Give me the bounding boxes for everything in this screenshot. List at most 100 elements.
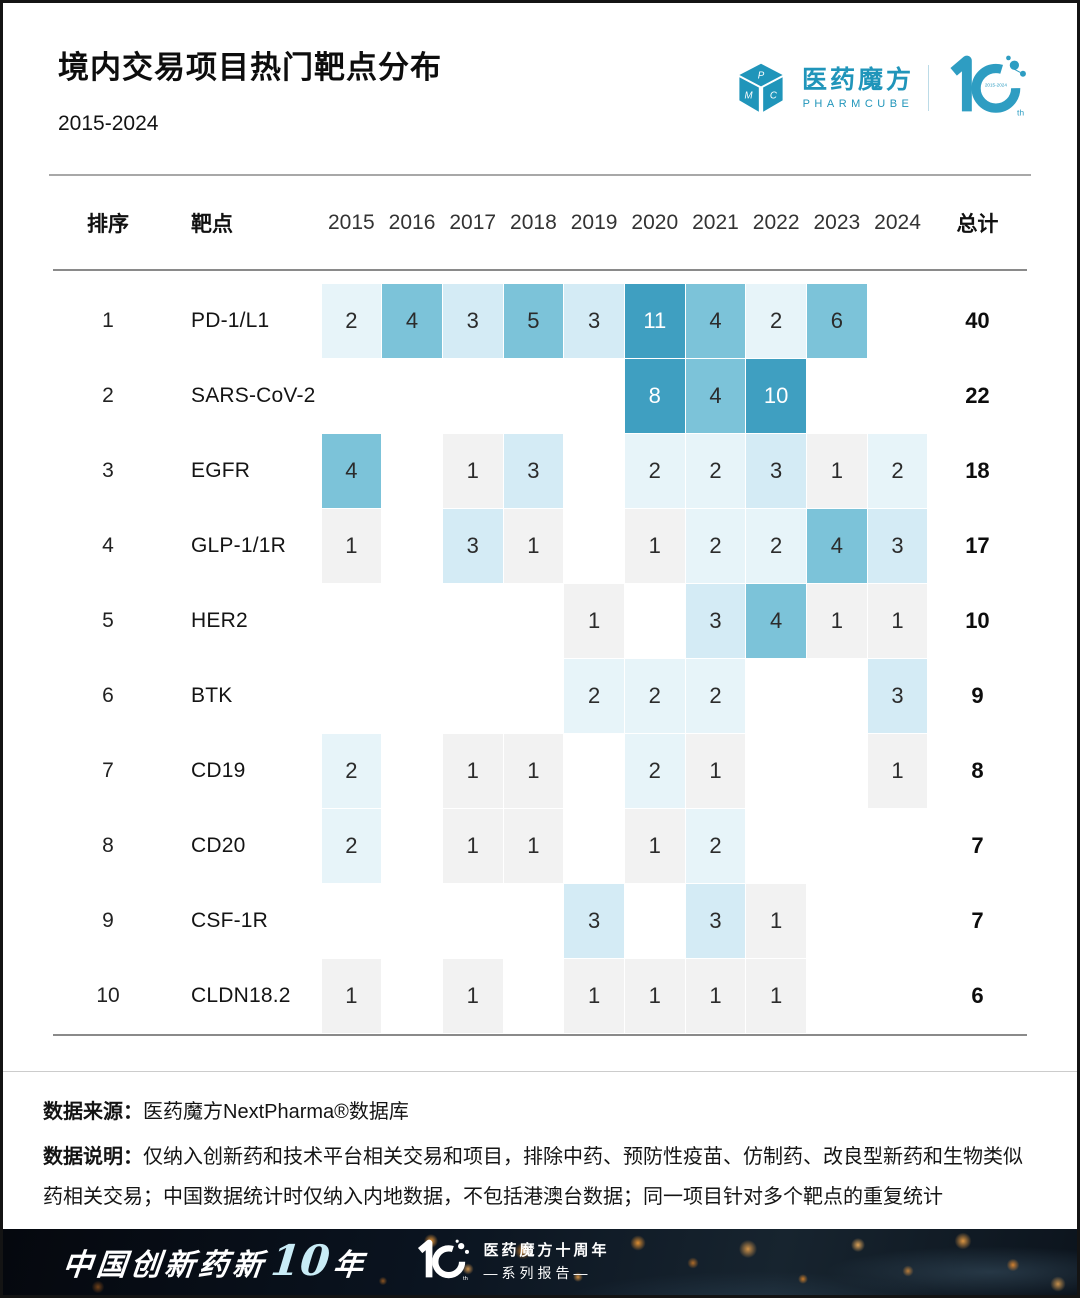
heat-cell: 3	[442, 508, 503, 583]
table-row: 2 SARS-CoV-2 8 4 10 22	[53, 358, 1027, 433]
target-cell: SARS-CoV-2	[191, 383, 316, 407]
heat-cell-empty	[382, 883, 443, 958]
target-cell: EGFR	[191, 458, 251, 482]
brand-name-en: PHARMCUBE	[802, 98, 914, 110]
title-block: 境内交易项目热门靶点分布 2015-2024	[58, 48, 442, 138]
heat-cell-empty	[321, 883, 382, 958]
heat-cell-empty	[746, 808, 807, 883]
column-header-year: 2019	[570, 210, 618, 234]
heat-cell: 1	[442, 808, 503, 883]
column-header-year: 2023	[813, 210, 861, 234]
rank-cell: 9	[102, 908, 114, 932]
heat-cell: 1	[624, 808, 685, 883]
heat-cell-empty	[564, 733, 625, 808]
rank-cell: 3	[102, 458, 114, 482]
rank-cell: 5	[102, 608, 114, 632]
heat-cell: 2	[624, 433, 685, 508]
column-header-year: 2015	[327, 210, 375, 234]
heat-cell: 10	[746, 358, 807, 433]
target-cell: CD20	[191, 833, 246, 857]
heat-cell-empty	[564, 508, 625, 583]
rank-cell: 2	[102, 383, 114, 407]
heat-cell-empty	[564, 358, 625, 433]
heat-cell: 1	[503, 733, 564, 808]
heat-cell: 2	[685, 808, 746, 883]
target-cell: CD19	[191, 758, 246, 782]
data-note-text: 仅纳入创新药和技术平台相关交易和项目，排除中药、预防性疫苗、仿制药、改良型新药和…	[43, 1146, 1023, 1208]
table-row: 3 EGFR 4 1 3 2 2 3 1 2 18	[53, 433, 1027, 508]
heat-cell: 1	[685, 733, 746, 808]
heat-cell-empty	[442, 358, 503, 433]
rank-cell: 8	[102, 833, 114, 857]
brand-text: 医药魔方 PHARMCUBE	[802, 65, 914, 110]
heat-cell: 1	[564, 958, 625, 1033]
heat-cell: 2	[867, 433, 928, 508]
table-header-row: 排序 靶点 2015 2016 2017 2018 2019 2020 2021 2022 20…	[53, 176, 1027, 271]
heat-cell: 2	[685, 508, 746, 583]
heat-cell-empty	[503, 883, 564, 958]
heat-cell-empty	[382, 508, 443, 583]
data-note-label: 数据说明：	[43, 1146, 143, 1168]
column-header-total: 总计	[956, 212, 999, 236]
heat-cell: 2	[564, 658, 625, 733]
slogan-number: 10	[268, 1236, 333, 1285]
data-source-text: 医药魔方NextPharma®数据库	[143, 1101, 409, 1123]
heat-cell-empty	[867, 958, 928, 1033]
heat-cell-empty	[321, 583, 382, 658]
heat-cell-empty	[807, 958, 868, 1033]
rank-cell: 10	[96, 983, 120, 1007]
total-cell: 17	[965, 532, 990, 558]
column-header-year: 2018	[510, 210, 557, 234]
heat-cell-empty	[382, 733, 443, 808]
heat-cell: 2	[624, 658, 685, 733]
banner-slogan: 中国创新药新 10 年	[60, 1236, 370, 1285]
table-row: 9 CSF-1R 3 3 1 7	[53, 883, 1027, 958]
heat-cell: 1	[867, 583, 928, 658]
heat-cell-empty	[807, 808, 868, 883]
anniversary-banner: 中国创新药新 10 年 th 医药魔方十周年 —系列报告—	[3, 1229, 1077, 1295]
heat-cell: 1	[503, 508, 564, 583]
heat-cell: 1	[685, 958, 746, 1033]
heat-cell-empty	[503, 958, 564, 1033]
heat-cell-empty	[382, 658, 443, 733]
heat-cell-empty	[746, 733, 807, 808]
rank-cell: 1	[102, 308, 114, 332]
cube-icon: P M C	[734, 61, 788, 115]
heat-cell-empty	[867, 358, 928, 433]
heat-cell: 1	[442, 433, 503, 508]
table-row: 5 HER2 1 3 4 1 1 10	[53, 583, 1027, 658]
total-cell: 9	[971, 682, 984, 708]
heat-cell: 4	[321, 433, 382, 508]
total-cell: 10	[965, 607, 990, 633]
heat-cell-empty	[746, 658, 807, 733]
heat-cell-empty	[807, 358, 868, 433]
slogan-prefix: 中国创新药新	[60, 1249, 269, 1282]
heat-cell: 4	[746, 583, 807, 658]
anniversary-10-white-icon: th	[413, 1237, 471, 1287]
heat-cell-empty	[503, 658, 564, 733]
table-row: 4 GLP-1/1R 1 3 1 1 2 2 4 3 17	[53, 508, 1027, 583]
heat-cell-empty	[867, 283, 928, 358]
heat-cell-empty	[442, 658, 503, 733]
heat-cell: 1	[564, 583, 625, 658]
heat-cell: 3	[867, 508, 928, 583]
heat-cell: 1	[442, 958, 503, 1033]
column-header-year: 2022	[752, 210, 800, 234]
heat-cell: 3	[867, 658, 928, 733]
banner-line2: —系列报告—	[483, 1265, 592, 1281]
data-note-line: 数据说明：仅纳入创新药和技术平台相关交易和项目，排除中药、预防性疫苗、仿制药、改…	[43, 1137, 1037, 1217]
heat-cell-empty	[382, 358, 443, 433]
heat-cell: 3	[503, 433, 564, 508]
total-cell: 8	[971, 757, 984, 783]
target-cell: HER2	[191, 608, 248, 632]
heat-cell-empty	[382, 958, 443, 1033]
column-header-year: 2024	[874, 210, 921, 234]
rank-cell: 7	[102, 758, 114, 782]
banner-text: 医药魔方十周年 —系列报告—	[483, 1241, 609, 1283]
table-row: 8 CD20 2 1 1 1 2 7	[53, 808, 1027, 883]
banner-logo: th 医药魔方十周年 —系列报告—	[413, 1237, 609, 1287]
heat-cell: 1	[624, 508, 685, 583]
heat-cell-empty	[382, 808, 443, 883]
heat-cell-empty	[382, 583, 443, 658]
